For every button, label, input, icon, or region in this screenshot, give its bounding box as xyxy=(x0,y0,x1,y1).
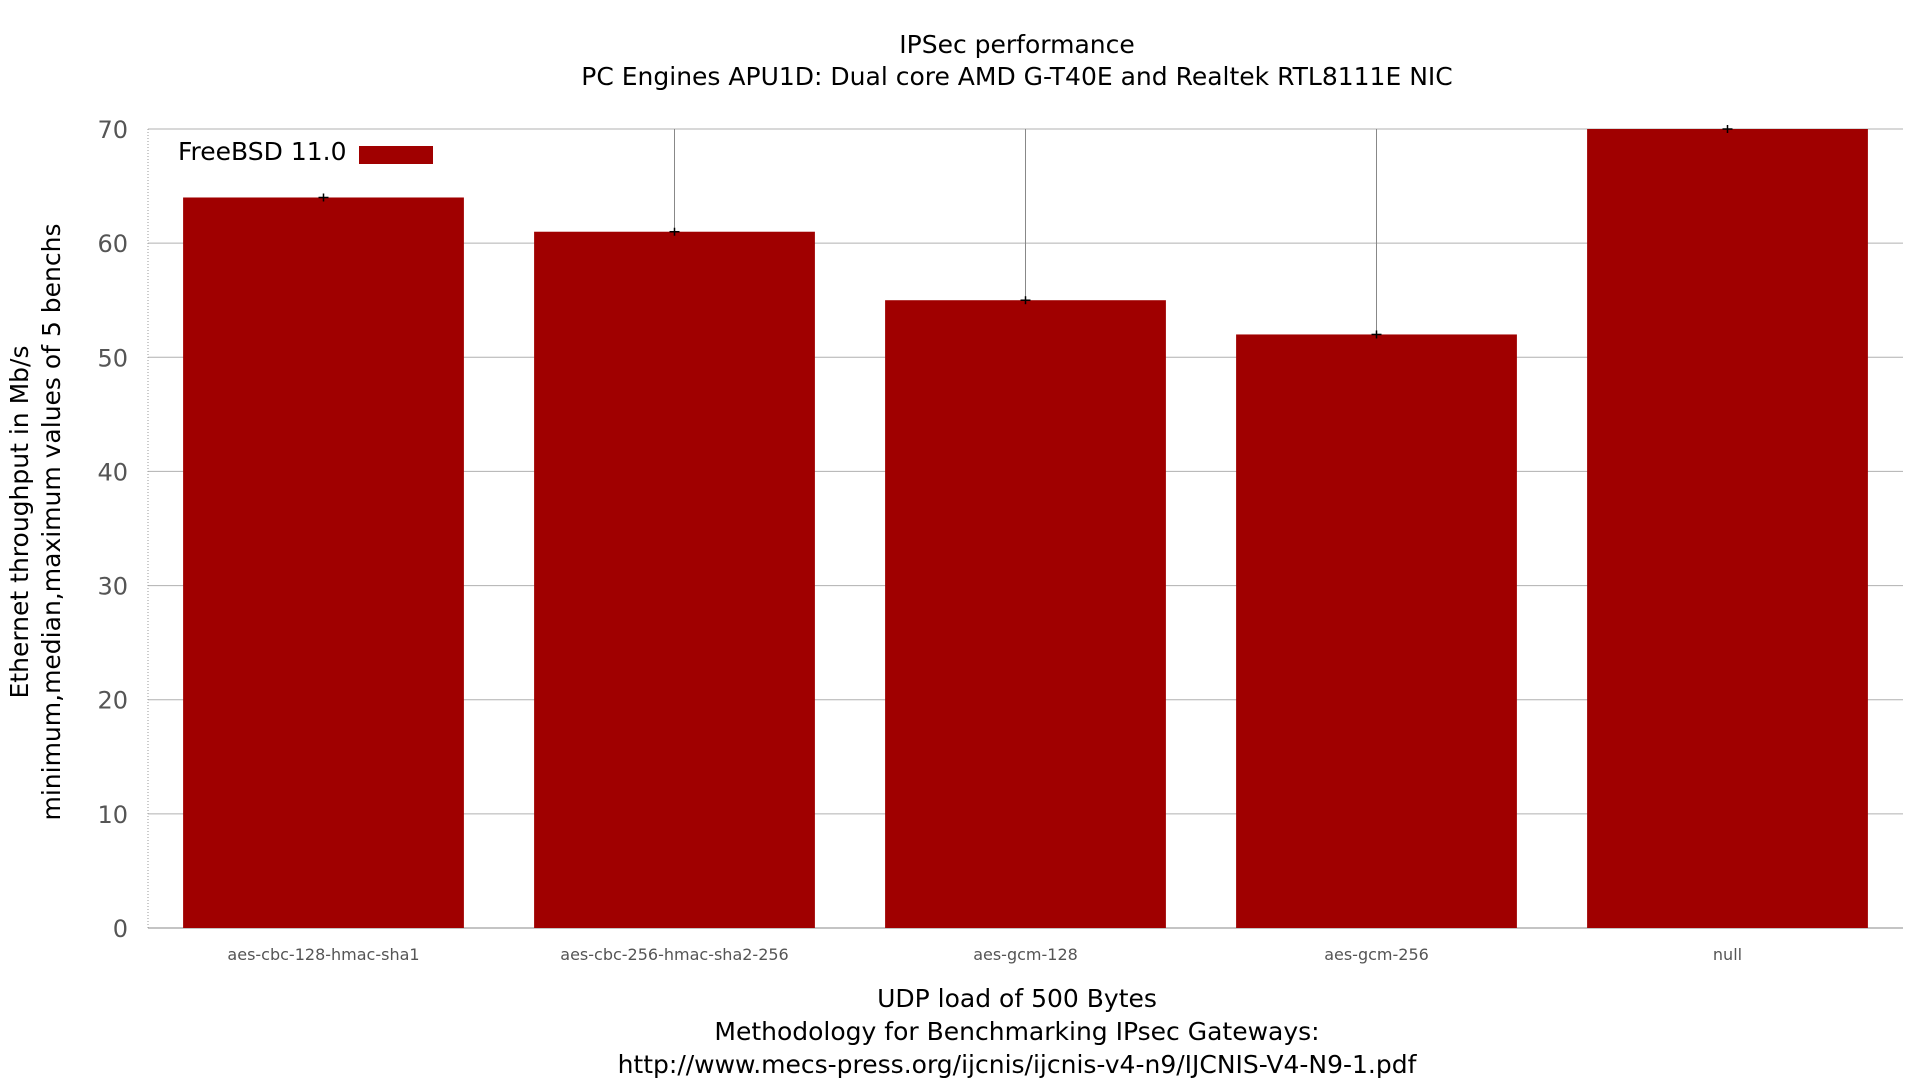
x-axis-label: UDP load of 500 Bytes xyxy=(877,984,1157,1013)
x-axis-ticks: aes-cbc-128-hmac-sha1 aes-cbc-256-hmac-sh… xyxy=(227,945,1742,964)
bar xyxy=(183,197,464,928)
chart-title: IPSec performance xyxy=(899,30,1135,59)
y-tick-label: 70 xyxy=(97,116,128,144)
legend-label: FreeBSD 11.0 xyxy=(178,137,347,166)
y-tick-label: 20 xyxy=(97,687,128,715)
bar xyxy=(1587,129,1868,928)
bar xyxy=(885,300,1166,928)
x-tick-label: aes-gcm-128 xyxy=(973,945,1078,964)
legend: FreeBSD 11.0 xyxy=(178,137,433,166)
x-tick-label: null xyxy=(1713,945,1742,964)
legend-swatch xyxy=(359,146,433,164)
y-axis-label-secondary: minimum,median,maximum values of 5 bench… xyxy=(37,223,66,820)
y-tick-label: 50 xyxy=(97,344,128,372)
y-tick-label: 10 xyxy=(97,801,128,829)
y-tick-label: 30 xyxy=(97,573,128,601)
x-tick-label: aes-cbc-256-hmac-sha2-256 xyxy=(560,945,788,964)
y-axis-label: Ethernet throughput in Mb/s xyxy=(5,346,34,699)
y-tick-label: 40 xyxy=(97,458,128,486)
chart-subtitle: PC Engines APU1D: Dual core AMD G-T40E a… xyxy=(581,62,1452,91)
x-tick-label: aes-gcm-256 xyxy=(1324,945,1429,964)
x-axis-label-secondary: Methodology for Benchmarking IPsec Gatew… xyxy=(714,1017,1319,1046)
bar xyxy=(1236,334,1517,928)
y-axis-ticks: 0 10 20 30 40 50 60 70 xyxy=(97,116,128,943)
x-tick-label: aes-cbc-128-hmac-sha1 xyxy=(227,945,419,964)
y-tick-label: 0 xyxy=(113,915,128,943)
y-tick-label: 60 xyxy=(97,230,128,258)
bar xyxy=(534,231,815,928)
bars xyxy=(183,125,1868,928)
x-axis-label-url: http://www.mecs-press.org/ijcnis/ijcnis-… xyxy=(618,1050,1418,1079)
